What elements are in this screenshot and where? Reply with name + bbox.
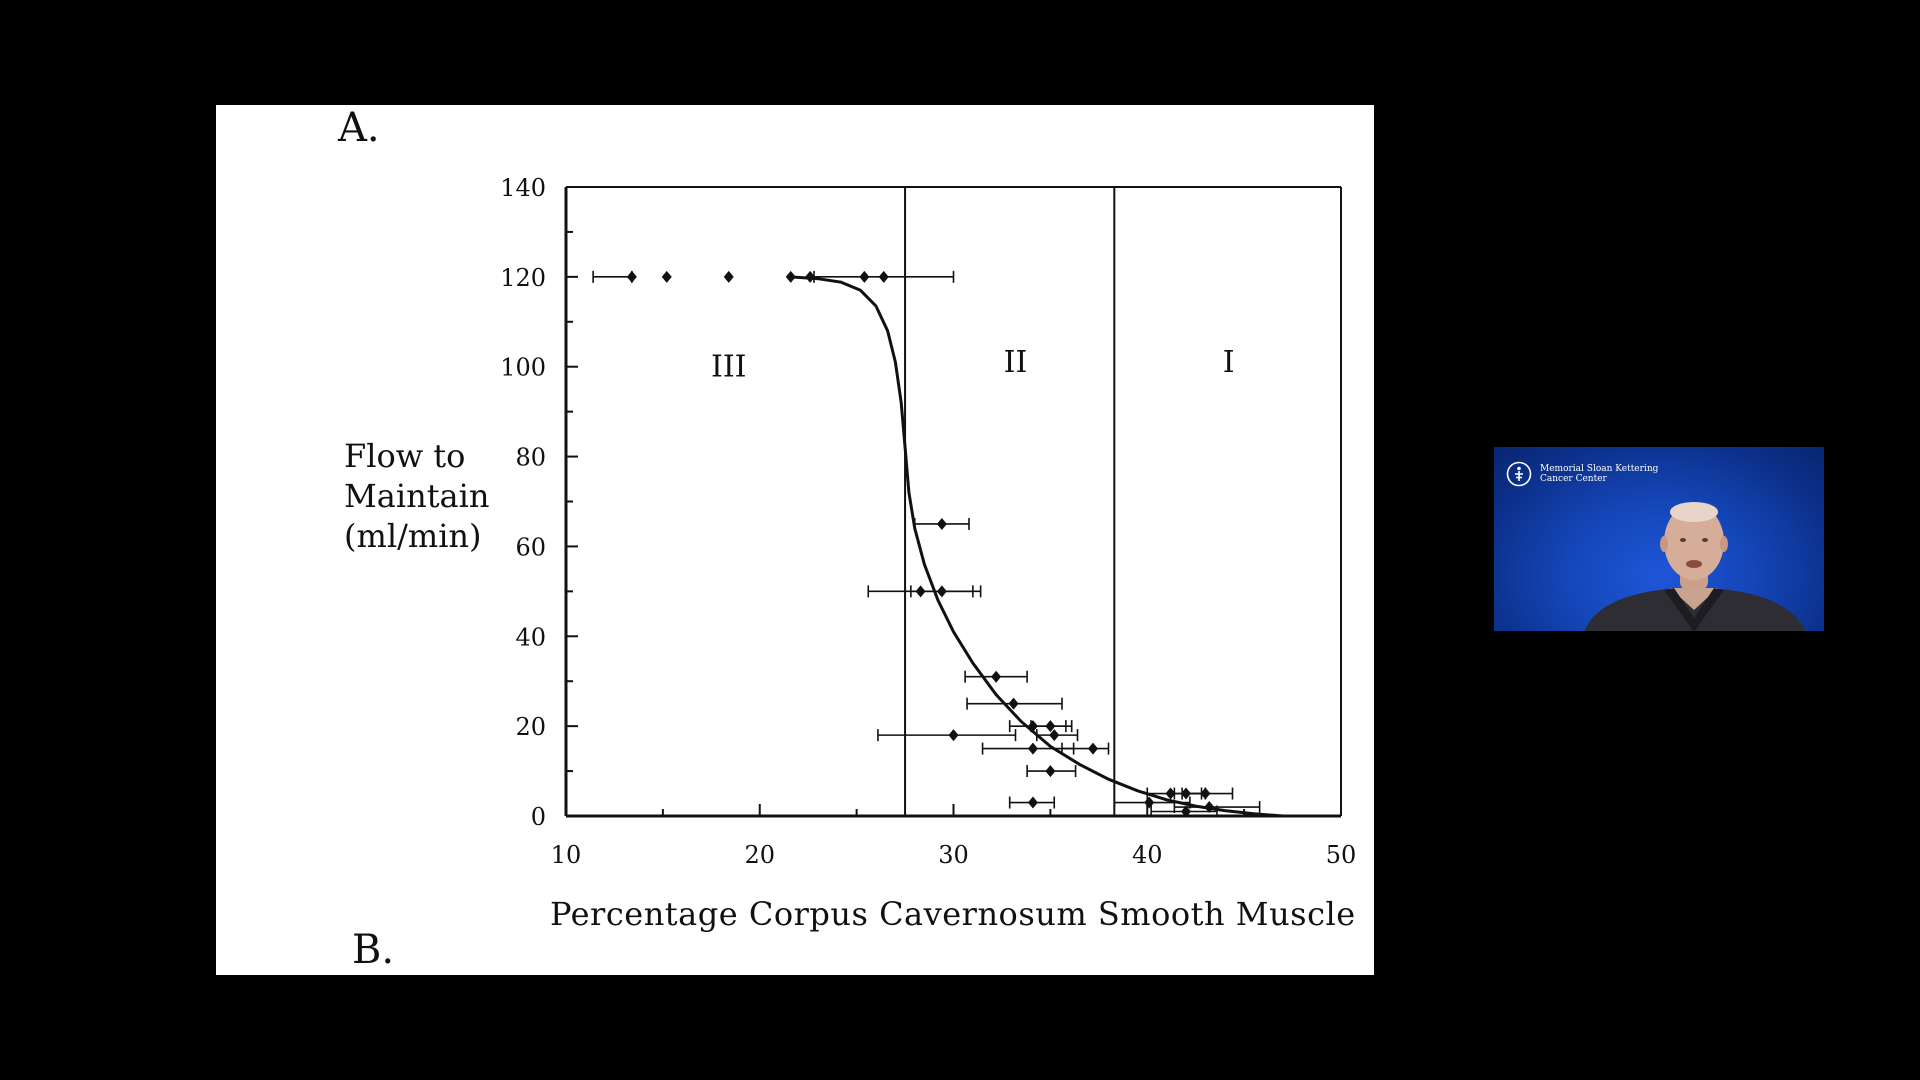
data-point [805,270,816,283]
region-label: II [1004,345,1028,380]
data-point [1008,697,1019,710]
x-tick-label: 10 [551,841,582,869]
data-point [1027,796,1038,809]
y-tick-label: 140 [500,174,546,202]
region-labels: III II I [711,345,1235,384]
org-name-line-2: Cancer Center [1540,474,1607,484]
x-tick-label: 40 [1132,841,1163,869]
org-name-line-1: Memorial Sloan Kettering [1540,464,1659,474]
x-axis-label: Percentage Corpus Cavernosum Smooth Musc… [550,895,1356,933]
data-point [1088,742,1098,755]
data-point [936,517,947,530]
data-point [878,270,889,283]
data-point [1200,787,1211,800]
org-name: Memorial Sloan Kettering Cancer Center [1540,464,1658,484]
region-dividers [904,187,1116,816]
data-point [661,270,672,283]
data-point [1144,796,1155,809]
data-point [1204,801,1215,814]
data-point [1027,742,1038,755]
fit-curve [790,275,1284,818]
panel-b-label: B. [352,927,395,973]
y-tick-label: 120 [500,264,546,292]
y-axis-label-line-2: Maintain [344,477,490,515]
y-tick-label: 100 [500,354,546,382]
region-label: I [1223,345,1235,380]
y-tick-label: 0 [531,803,546,831]
x-tick-label: 20 [744,841,775,869]
data-point [991,670,1002,683]
data-point [1045,765,1056,778]
x-tick-label: 30 [938,841,969,869]
y-tick-label: 20 [515,713,546,741]
data-point [723,270,734,283]
y-axis: 0 20 40 60 80 100 120 140 [500,174,578,831]
mskcc-logo-icon [1506,461,1532,487]
data-point [1181,805,1191,818]
y-axis-label-line-1: Flow to [344,437,466,475]
data-point [948,729,959,742]
data-point [936,585,947,598]
data-point [1165,787,1176,800]
speaker-avatar [1584,502,1806,631]
panel-a-label: A. [338,105,380,151]
data-point [1049,729,1060,742]
x-axis: 10 20 30 40 50 [551,804,1357,869]
y-tick-label: 80 [515,444,546,472]
speaker-video-tile[interactable]: Memorial Sloan Kettering Cancer Center [1494,447,1824,631]
y-axis-label-line-3: (ml/min) [344,517,482,555]
data-points [592,270,1261,818]
presentation-slide: A. 0 20 40 60 80 100 120 140 10 20 30 40 50 III II I … [216,105,1374,975]
y-tick-label: 60 [515,533,546,561]
data-point [785,270,796,283]
x-tick-label: 50 [1326,841,1357,869]
data-point [626,270,637,283]
y-tick-label: 40 [515,623,546,651]
data-point [1045,720,1056,733]
region-label: III [711,350,747,385]
